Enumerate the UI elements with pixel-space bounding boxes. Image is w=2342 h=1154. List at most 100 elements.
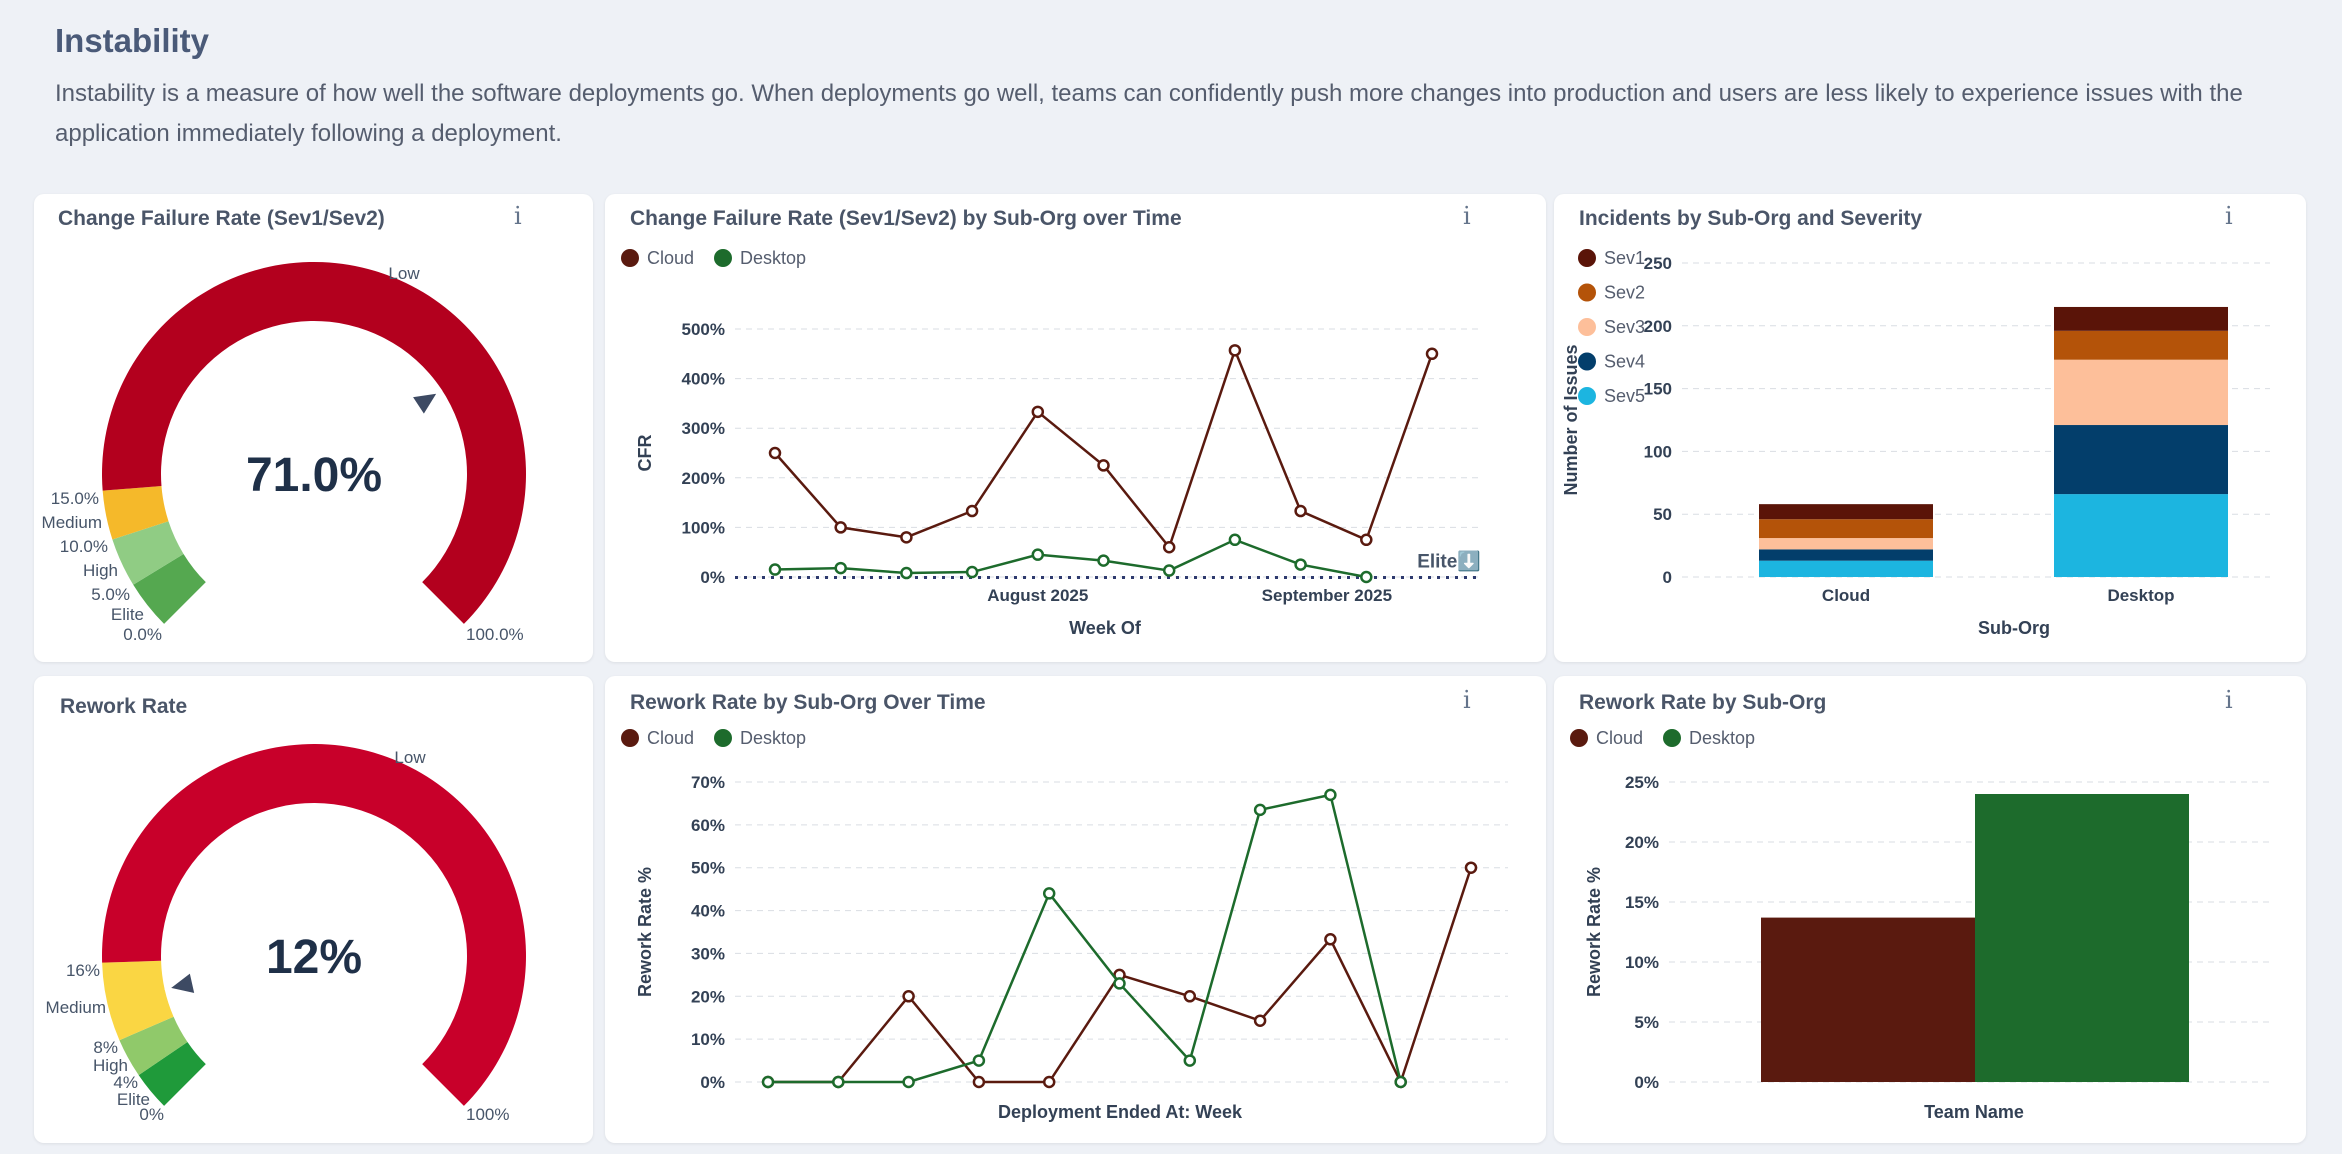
- card-title: Rework Rate by Sub-Org: [1579, 691, 1826, 714]
- y-tick-label: 15%: [1625, 893, 1659, 912]
- x-axis-label: Team Name: [1924, 1102, 2024, 1122]
- data-point-desktop: [1228, 533, 1242, 547]
- data-point-desktop: [761, 1075, 775, 1089]
- y-tick-label: 300%: [682, 419, 725, 438]
- y-tick-label: 25%: [1625, 773, 1659, 792]
- data-point-desktop: [1253, 803, 1267, 817]
- stacked-bar-marks: 0 50 100 150 200 250 Number of Issues Sub-Org Se…: [1561, 248, 2270, 638]
- data-point-desktop: [1324, 788, 1337, 802]
- data-point-cloud: [900, 531, 913, 544]
- data-point-cloud: [1228, 344, 1242, 357]
- gauge-label-low: Low: [388, 264, 420, 283]
- y-tick-label: 250: [1644, 254, 1672, 273]
- data-point-desktop: [972, 1054, 986, 1067]
- card-title: Change Failure Rate (Sev1/Sev2) by Sub-O…: [630, 207, 1182, 230]
- x-axis-label: Deployment Ended At: Week: [998, 1102, 1243, 1122]
- bar-segment-sev1: [2054, 306, 2228, 331]
- gauge-tick-16: 16%: [66, 961, 100, 980]
- reference-line-label: Elite⬇️: [1417, 550, 1481, 573]
- gauge-label-elite: Elite: [111, 605, 144, 624]
- info-icon[interactable]: i: [1463, 686, 1471, 714]
- data-point-desktop: [1162, 564, 1176, 577]
- legend-label-sev1: Sev1: [1604, 248, 1645, 268]
- y-tick-label: 60%: [691, 816, 725, 835]
- rework-suborg-card: Rework Rate by Sub-Org i 0% 5% 10% 15% 20% 25…: [1554, 676, 2306, 1143]
- gauge-tick-100: 100%: [466, 1105, 509, 1124]
- gauge-tick-0: 0.0%: [123, 625, 162, 644]
- gauge-band-low: [102, 744, 526, 1106]
- y-tick-label: 50%: [691, 859, 725, 878]
- bar-cloud: [1761, 917, 1975, 1082]
- data-point-cloud: [1042, 1075, 1056, 1089]
- rework-time-svg: Rework Rate by Sub-Org Over Time i Cloud…: [621, 686, 1508, 1122]
- info-icon[interactable]: i: [514, 202, 522, 230]
- page-description: Instability is a measure of how well the…: [55, 80, 2243, 147]
- y-tick-label: 30%: [691, 944, 725, 963]
- x-tick-label: August 2025: [987, 586, 1088, 605]
- gauge-band-elite: [133, 553, 206, 624]
- data-point-desktop: [1360, 570, 1373, 584]
- bar-chart-marks: 0% 5% 10% 15% 20% 25% Rework Rate % Team Name Cl…: [1570, 728, 2270, 1122]
- gauge-band-high: [112, 521, 184, 585]
- data-point-cloud: [768, 446, 782, 460]
- legend-swatch-cloud: [621, 729, 639, 747]
- gauge-band-medium: [102, 486, 169, 540]
- gauge-tick-8: 8%: [93, 1038, 118, 1057]
- data-point-desktop: [834, 561, 847, 575]
- data-point-desktop: [768, 563, 782, 576]
- cfr-time-svg: Change Failure Rate (Sev1/Sev2) by Sub-O…: [621, 202, 1481, 638]
- legend-label-desktop: Desktop: [1689, 728, 1755, 748]
- card-title: Rework Rate: [60, 695, 187, 718]
- y-tick-label: 0: [1663, 568, 1672, 587]
- y-tick-label: 20%: [1625, 833, 1659, 852]
- y-tick-label: 10%: [1625, 953, 1659, 972]
- gauge-label-medium: Medium: [46, 998, 106, 1017]
- gauge-band-medium: [102, 960, 174, 1041]
- y-tick-label: 40%: [691, 902, 725, 921]
- series-line-desktop: [774, 538, 1367, 579]
- data-point-cloud: [1360, 533, 1373, 547]
- rework-gauge-card: Rework Rate 12% Low 16% Medium 8% High 4% Elite…: [34, 676, 593, 1143]
- y-axis-label: Rework Rate %: [1584, 867, 1604, 997]
- info-icon[interactable]: i: [1463, 202, 1471, 230]
- cfr-gauge-svg: Change Failure Rate (Sev1/Sev2) i 71.0% L…: [42, 202, 527, 644]
- x-tick-label: Desktop: [2107, 586, 2174, 605]
- bar-segment-sev1: [1759, 504, 1933, 520]
- page-title: Instability: [55, 22, 210, 59]
- data-point-cloud: [834, 521, 847, 534]
- y-tick-label: 200: [1644, 317, 1672, 336]
- data-point-desktop: [902, 1075, 915, 1089]
- legend-swatch-cloud: [1570, 729, 1588, 747]
- rework-suborg-svg: Rework Rate by Sub-Org i 0% 5% 10% 15% 20% 25…: [1570, 686, 2270, 1122]
- y-tick-label: 200%: [682, 469, 725, 488]
- x-axis-label: Week Of: [1069, 618, 1142, 638]
- rework-time-card: Rework Rate by Sub-Org Over Time i Cloud…: [605, 676, 1546, 1143]
- rework-gauge-svg: Rework Rate 12% Low 16% Medium 8%High4%Elite…: [46, 695, 526, 1124]
- data-point-cloud: [1294, 504, 1307, 518]
- legend-label-desktop: Desktop: [740, 728, 806, 748]
- legend-label-cloud: Cloud: [647, 728, 694, 748]
- data-point-desktop: [900, 566, 913, 580]
- data-point-desktop: [965, 565, 979, 579]
- data-point-cloud: [1183, 990, 1197, 1003]
- data-point-desktop: [1294, 558, 1307, 571]
- y-tick-label: 70%: [691, 773, 725, 792]
- info-icon[interactable]: i: [2225, 202, 2233, 230]
- data-point-desktop: [1183, 1054, 1197, 1067]
- gauge-value: 71.0%: [246, 449, 382, 502]
- legend-label-sev3: Sev3: [1604, 317, 1645, 337]
- gauge-marks: 71.0% Low 15.0% Medium 10.0% High 5.0%Elite0.0…: [42, 262, 527, 644]
- data-point-desktop: [1113, 977, 1126, 990]
- gauge-tick-15: 15.0%: [51, 489, 99, 508]
- bar-segment-sev5: [1759, 560, 1933, 577]
- gauge-pointer: [164, 968, 199, 998]
- data-point-cloud: [1253, 1014, 1267, 1027]
- data-point-cloud: [1031, 405, 1045, 419]
- info-icon[interactable]: i: [2225, 686, 2233, 714]
- data-point-cloud: [972, 1075, 986, 1089]
- gauge-tick-100: 100.0%: [466, 625, 524, 644]
- gauge-band-high: [119, 1016, 188, 1076]
- y-axis-label: Number of Issues: [1561, 344, 1581, 495]
- data-point-cloud: [1097, 459, 1110, 472]
- y-tick-label: 100: [1644, 442, 1672, 461]
